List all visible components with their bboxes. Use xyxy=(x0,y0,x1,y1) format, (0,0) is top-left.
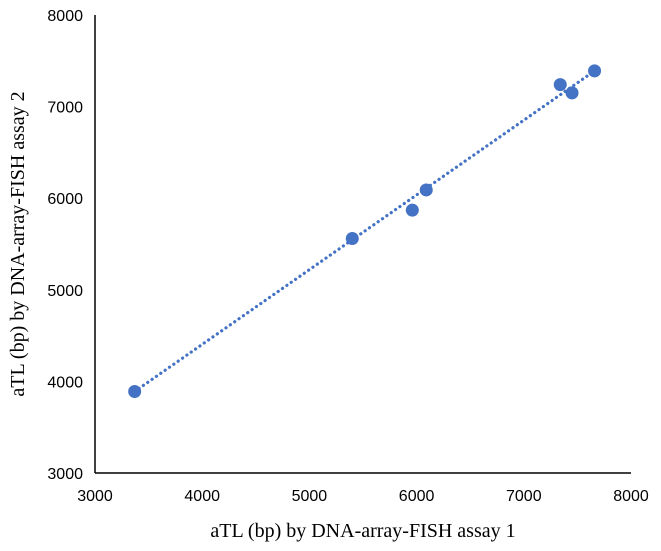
x-tick-label: 5000 xyxy=(292,488,328,505)
x-tick-label: 6000 xyxy=(399,488,435,505)
y-tick-label: 3000 xyxy=(47,466,83,483)
data-point xyxy=(565,86,579,100)
trendline-group xyxy=(133,69,597,394)
data-points xyxy=(128,64,602,398)
y-tick-label: 4000 xyxy=(47,374,83,391)
x-tick-label: 7000 xyxy=(506,488,542,505)
data-point xyxy=(405,203,419,217)
trendline xyxy=(133,69,597,394)
y-tick-labels: 3000 4000 5000 6000 7000 8000 xyxy=(47,8,83,483)
data-point xyxy=(345,232,359,246)
data-point xyxy=(588,64,602,78)
x-tick-labels: 3000 4000 5000 6000 7000 8000 xyxy=(77,488,649,505)
x-tick-label: 8000 xyxy=(613,488,649,505)
y-tick-label: 7000 xyxy=(47,100,83,117)
x-tick-label: 3000 xyxy=(77,488,113,505)
data-point xyxy=(553,78,567,92)
y-tick-label: 6000 xyxy=(47,191,83,208)
y-tick-label: 5000 xyxy=(47,283,83,300)
data-point xyxy=(419,183,433,197)
y-tick-label: 8000 xyxy=(47,8,83,25)
y-axis-title: aTL (bp) by DNA-array-FISH assay 2 xyxy=(7,91,29,396)
data-point xyxy=(128,384,142,398)
x-axis-title: aTL (bp) by DNA-array-FISH assay 1 xyxy=(210,520,515,542)
x-tick-label: 4000 xyxy=(184,488,220,505)
axes xyxy=(94,15,631,474)
